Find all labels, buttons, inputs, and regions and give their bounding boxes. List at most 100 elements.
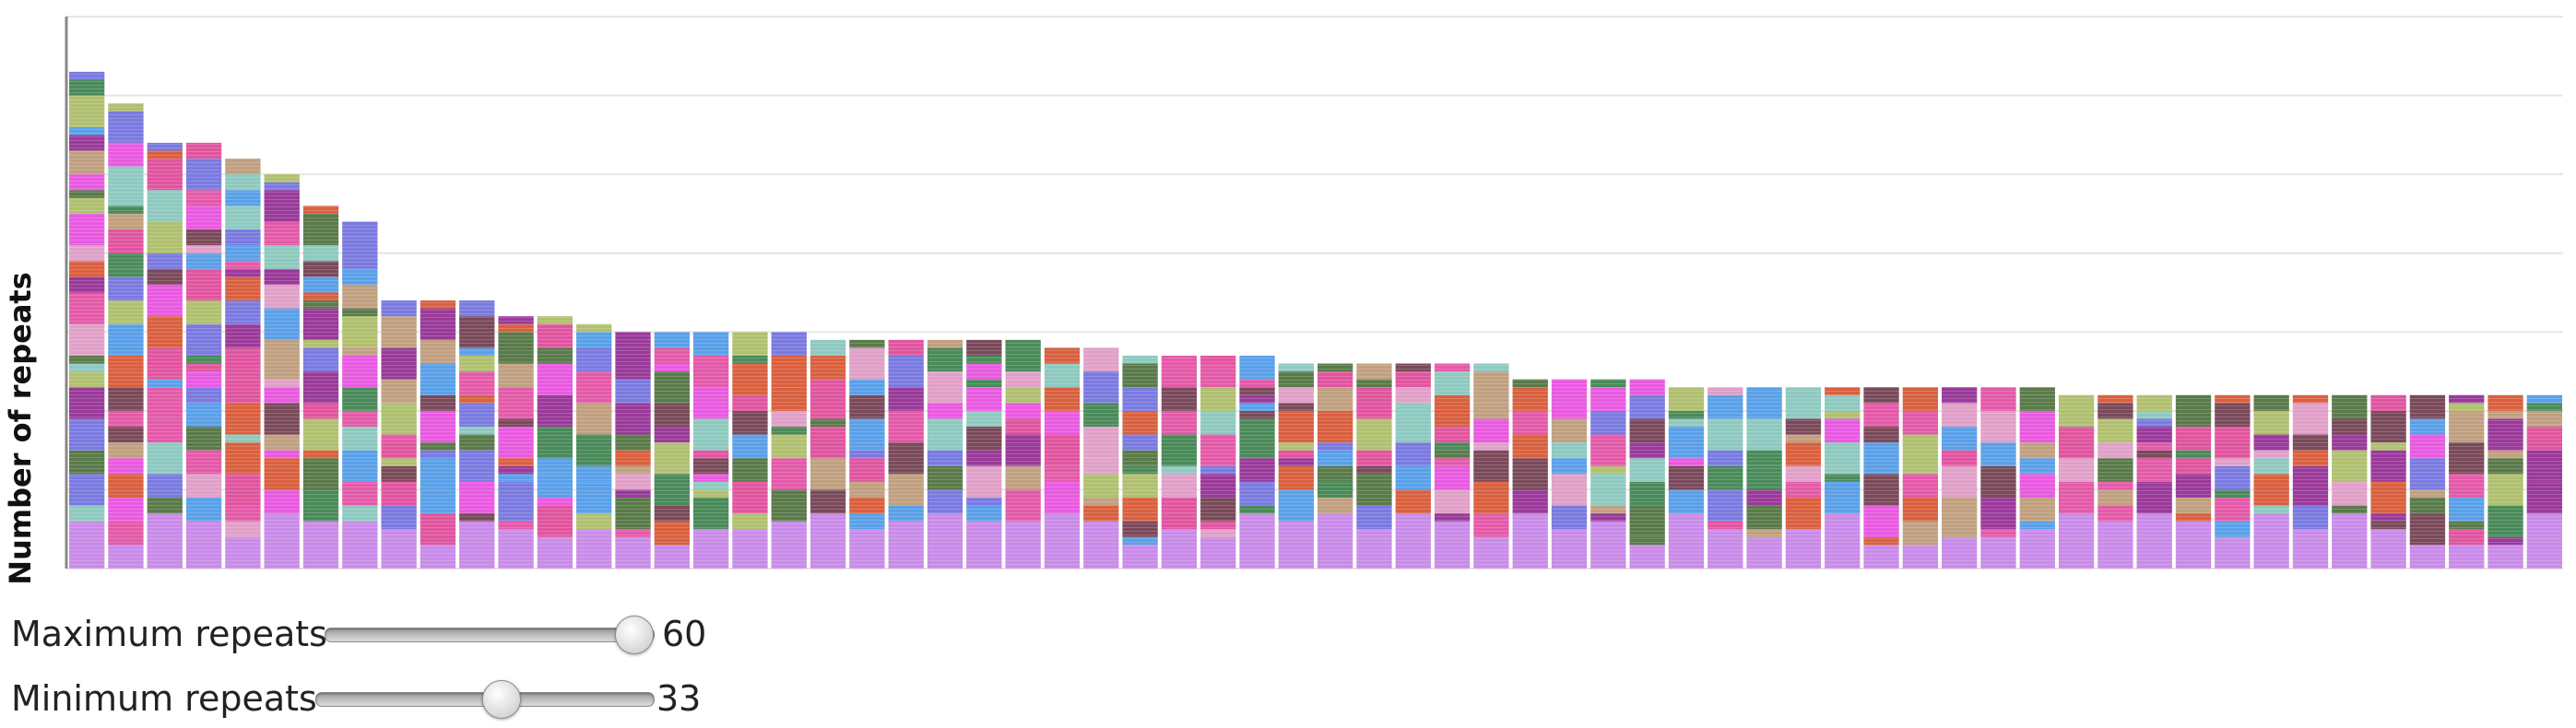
bar-segment-texture — [2253, 505, 2289, 514]
bar-segment-texture — [1278, 363, 1314, 372]
bar-segment-texture — [1122, 497, 1158, 522]
bar-segment-texture — [576, 403, 612, 435]
bar-segment-texture — [302, 205, 339, 214]
bar-segment-texture — [69, 197, 105, 214]
max-repeats-slider-track[interactable] — [325, 628, 655, 642]
bar-segment-texture — [849, 347, 885, 380]
bar-segment-texture — [1668, 465, 1705, 490]
bar-segment-texture — [498, 323, 534, 333]
bar-segment-texture — [302, 276, 339, 293]
max-repeats-slider-thumb[interactable] — [614, 616, 654, 654]
bar-segment-texture — [809, 410, 846, 419]
bar-segment-texture — [615, 474, 651, 490]
bar-segment-texture — [1161, 474, 1198, 498]
bar-segment-texture — [459, 403, 495, 427]
bar-segment-texture — [185, 252, 222, 269]
bar — [1668, 387, 1705, 569]
bar-segment-texture — [888, 505, 924, 522]
bar-segment-texture — [693, 489, 729, 498]
bar-segment-texture — [1473, 513, 1509, 537]
bar-segment-texture — [2175, 450, 2212, 459]
bar-segment-texture — [1044, 363, 1081, 388]
bar-segment-texture — [2370, 521, 2406, 530]
bar-segment-texture — [1200, 521, 1236, 530]
bar — [108, 103, 144, 569]
bar-segment-texture — [615, 497, 651, 530]
bar — [1318, 363, 1353, 569]
bar-segment-texture — [2215, 394, 2251, 404]
bar-segment-texture — [1239, 458, 1275, 482]
bar — [2175, 394, 2212, 569]
bar-segment-texture — [2136, 513, 2172, 569]
bar-segment-texture — [108, 213, 144, 230]
bar-segment-texture — [654, 521, 690, 546]
bar — [1005, 339, 1041, 569]
bar-segment-texture — [1942, 426, 1978, 451]
bar-segment-texture — [615, 529, 651, 537]
bar-segment-texture — [185, 403, 222, 427]
bar-segment-texture — [1902, 521, 1938, 546]
bar-segment-texture — [2487, 458, 2523, 475]
bar-segment-texture — [2253, 450, 2289, 459]
bar-segment-texture — [1083, 371, 1119, 404]
bar-segment-texture — [185, 450, 222, 475]
bar-segment-texture — [849, 450, 885, 459]
bar-segment-texture — [2409, 458, 2446, 490]
bar-segment-texture — [1200, 363, 1236, 388]
bar-segment-texture — [342, 387, 378, 411]
bar-segment-texture — [2175, 474, 2212, 498]
bar-segment-texture — [2253, 458, 2289, 475]
bar-segment-texture — [2292, 434, 2329, 451]
bar — [1239, 355, 1275, 569]
bar-segment-texture — [1239, 355, 1275, 380]
bar — [966, 339, 1002, 569]
bar-segment-texture — [1707, 521, 1743, 530]
bar-segment-texture — [225, 505, 261, 522]
bar-segment-texture — [498, 332, 534, 364]
bar-segment-texture — [1161, 465, 1198, 475]
bar-segment-texture — [302, 371, 339, 404]
bar-segment-texture — [1629, 418, 1665, 443]
bar-segment-texture — [225, 300, 261, 324]
bar-segment-texture — [2487, 474, 2523, 506]
bar-segment-texture — [264, 284, 300, 309]
min-repeats-slider-thumb[interactable] — [482, 680, 522, 719]
bar-segment-texture — [69, 418, 105, 451]
bar-segment-texture — [1746, 536, 1782, 569]
bar-segment-texture — [1005, 489, 1041, 522]
min-repeats-control: Minimum repeats 33 — [11, 673, 841, 724]
bar-segment-texture — [1590, 379, 1626, 388]
bar-segment-texture — [2409, 394, 2446, 419]
bar-segment-texture — [654, 371, 690, 404]
bar-segment-texture — [1356, 450, 1392, 466]
bar-segment-texture — [1278, 371, 1314, 388]
bar-segment-texture — [225, 229, 261, 246]
bar-segment-texture — [771, 426, 807, 435]
bar-segment-texture — [342, 521, 378, 569]
bar-segment-texture — [185, 521, 222, 569]
bar-segment-texture — [498, 418, 534, 427]
bar-segment-texture — [459, 316, 495, 348]
bar-segment-texture — [381, 458, 417, 466]
bar-segment-texture — [1629, 458, 1665, 482]
bar-segment-texture — [185, 268, 222, 301]
bar-segment-texture — [1707, 450, 1743, 466]
bar-segment-texture — [2332, 481, 2368, 506]
bar-segment-texture — [1239, 513, 1275, 569]
bar-segment-texture — [1005, 521, 1041, 569]
bar-segment-texture — [264, 450, 300, 459]
bar-segment-texture — [2526, 513, 2562, 569]
bar-segment-texture — [185, 245, 222, 253]
bar-segment-texture — [1434, 426, 1471, 443]
bar-segment-texture — [2097, 442, 2133, 459]
bar-segment-texture — [69, 355, 105, 364]
bar-segment-texture — [1746, 489, 1782, 506]
bar-segment-texture — [108, 458, 144, 475]
bar-segment-texture — [1551, 529, 1588, 569]
bar-segment-texture — [1239, 403, 1275, 411]
bar-segment-texture — [654, 545, 690, 569]
bar-segment-texture — [302, 521, 339, 569]
stacked-bar-chart — [65, 16, 2563, 569]
bar-segment-texture — [1902, 410, 1938, 435]
bar-segment-texture — [2058, 481, 2095, 514]
